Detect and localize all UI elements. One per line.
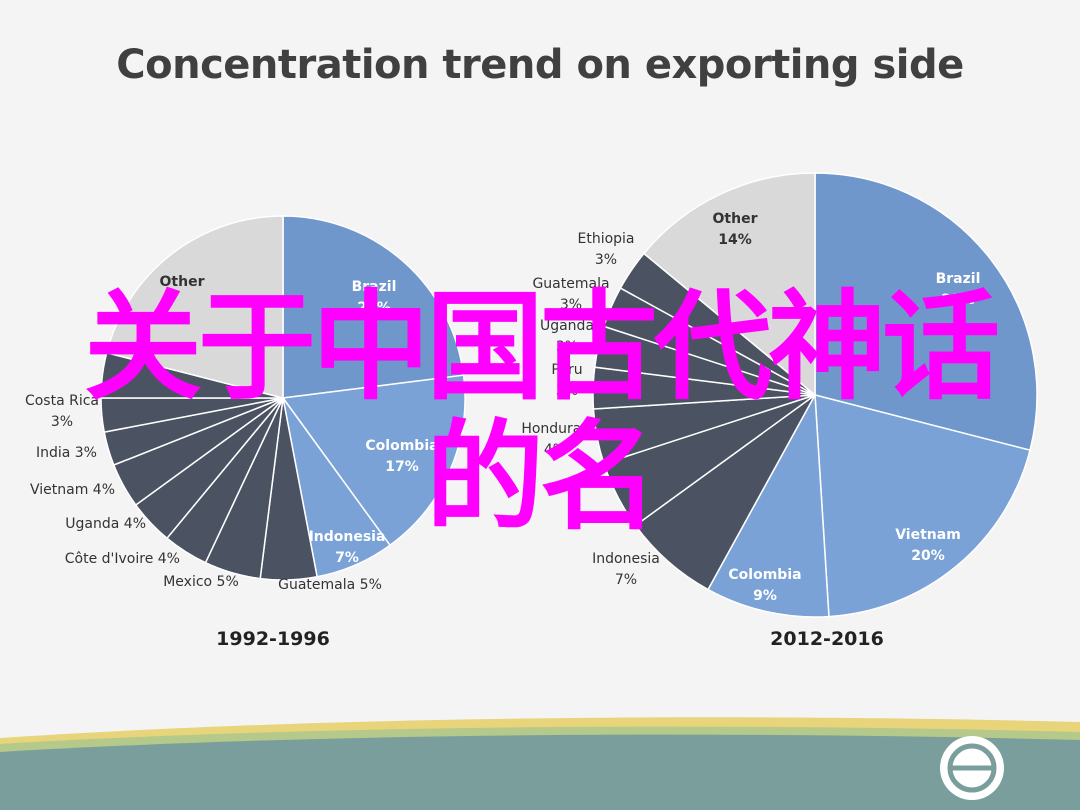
pie-slice-vietnam — [814, 394, 1031, 618]
slice-label-other: Other — [160, 274, 205, 290]
slice-value-vietnam: 20% — [911, 548, 945, 564]
slice-label-brazil: Brazil — [352, 279, 397, 295]
slice-label-colombia: Colombia — [365, 438, 438, 454]
slice-label-india: India 3% — [36, 445, 97, 461]
slice-value-other: 14% — [718, 232, 752, 248]
slice-label-vietnam: Vietnam 4% — [30, 482, 115, 498]
slice-value-peru: 3% — [556, 383, 578, 399]
slice-value-brazil: 29% — [941, 292, 975, 308]
pie-slice-other — [642, 172, 816, 397]
slice-value-costa-rica: 3% — [51, 414, 73, 430]
slice-value-colombia: 9% — [753, 588, 777, 604]
slice-label-uganda: Uganda 4% — [65, 516, 146, 532]
slide-title: Concentration trend on exporting side — [116, 42, 964, 88]
slice-value-indonesia: 7% — [615, 572, 637, 588]
slice-label-c-te-d-ivoire: Côte d'Ivoire 4% — [65, 551, 180, 567]
pie-slice-other — [105, 215, 284, 399]
pie-chart-title-2: 2012-2016 — [770, 628, 884, 650]
pie-slice-colombia — [707, 392, 830, 618]
slice-value-brazil: 23% — [357, 300, 391, 316]
slice-label-brazil: Brazil — [936, 271, 981, 287]
slice-value-guatemala: 3% — [560, 297, 582, 313]
slice-value-colombia: 17% — [385, 459, 419, 475]
pie-slice-brazil — [282, 215, 465, 399]
pie-chart-title-1: 1992-1996 — [216, 628, 330, 650]
footer-band — [0, 717, 1080, 810]
slice-label-other: Other — [713, 211, 758, 227]
footer-band-fill — [0, 734, 1080, 810]
slice-label-guatemala: Guatemala — [532, 276, 609, 292]
slice-label-peru: Peru — [551, 362, 582, 378]
slice-label-mexico: Mexico 5% — [163, 574, 239, 590]
slice-label-vietnam: Vietnam — [895, 527, 961, 543]
slice-label-guatemala: Guatemala 5% — [278, 577, 382, 593]
slice-value-uganda: 3% — [556, 339, 578, 355]
logo-icon — [940, 736, 1004, 800]
slice-value-indonesia: 7% — [335, 550, 359, 566]
pie-charts: Brazil 23% Colombia 17% Indonesia 7% Guatemala… — [25, 172, 1038, 650]
slice-label-honduras: Honduras — [521, 421, 588, 437]
pie-slice-brazil — [814, 172, 1038, 452]
slice-label-uganda: Uganda — [540, 318, 594, 334]
pie-chart-1: Brazil 23% Colombia 17% Indonesia 7% Guatemala… — [25, 215, 466, 650]
slice-label-ethiopia: Ethiopia — [577, 231, 634, 247]
slice-label-costa-rica: Costa Rica — [25, 393, 99, 409]
pie-slice-colombia — [281, 374, 466, 547]
slice-label-indonesia: Indonesia — [592, 551, 660, 567]
slice-value-ethiopia: 3% — [595, 252, 617, 268]
slice-label-colombia: Colombia — [728, 567, 801, 583]
slice-value-honduras: 4% — [544, 442, 566, 458]
pie-chart-2: Brazil 29% Vietnam 20% Colombia 9% Indonesia 7%… — [521, 172, 1038, 650]
slice-label-indonesia: Indonesia — [309, 529, 386, 545]
